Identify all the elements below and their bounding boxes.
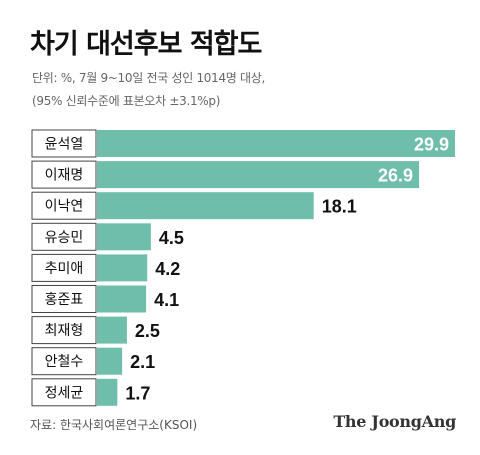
category-label-box xyxy=(31,347,97,376)
data-label: 4.1 xyxy=(154,290,179,310)
bar xyxy=(97,347,123,375)
bar xyxy=(97,223,151,251)
bar xyxy=(97,161,420,189)
bar xyxy=(97,316,127,344)
bar xyxy=(97,254,148,282)
category-label: 이재명 xyxy=(45,168,84,184)
category-label: 윤석열 xyxy=(45,137,84,153)
data-label: 4.5 xyxy=(159,228,184,248)
bar xyxy=(97,192,314,220)
category-label: 홍준표 xyxy=(45,292,84,308)
category-label-box xyxy=(31,316,97,345)
category-label-box xyxy=(31,253,97,282)
category-label-box xyxy=(31,378,97,407)
category-label: 정세균 xyxy=(45,385,84,401)
category-label-box xyxy=(31,222,97,251)
bar xyxy=(97,130,455,157)
data-label: 2.5 xyxy=(135,321,160,341)
category-label-box xyxy=(31,285,97,313)
bar xyxy=(97,378,118,406)
category-label-box xyxy=(31,191,97,220)
category-label: 안철수 xyxy=(45,354,84,370)
chart-subtitle-line2: (95% 신뢰수준에 표본오차 ±3.1%p) xyxy=(32,94,221,108)
data-label: 18.1 xyxy=(322,197,357,217)
category-label: 유승민 xyxy=(45,230,84,246)
data-label: 29.9 xyxy=(414,135,449,155)
chart-title: 차기 대선후보 적합도 xyxy=(30,29,262,60)
category-label: 최재형 xyxy=(45,323,84,339)
bar xyxy=(97,285,147,313)
data-label: 2.1 xyxy=(130,352,155,372)
category-label: 이낙연 xyxy=(45,199,84,215)
data-label: 1.7 xyxy=(125,383,150,403)
category-label: 추미애 xyxy=(45,261,84,277)
data-label: 26.9 xyxy=(378,166,413,186)
category-label-box xyxy=(31,160,97,189)
chart-subtitle-line1: 단위: %, 7월 9~10일 전국 성인 1014명 대상, xyxy=(32,71,266,85)
data-label: 4.2 xyxy=(155,259,180,279)
brand-logo: The JoongAng xyxy=(333,412,456,431)
source-note: 자료: 한국사회여론연구소(KSOI) xyxy=(30,418,198,432)
category-label-box xyxy=(31,129,97,158)
